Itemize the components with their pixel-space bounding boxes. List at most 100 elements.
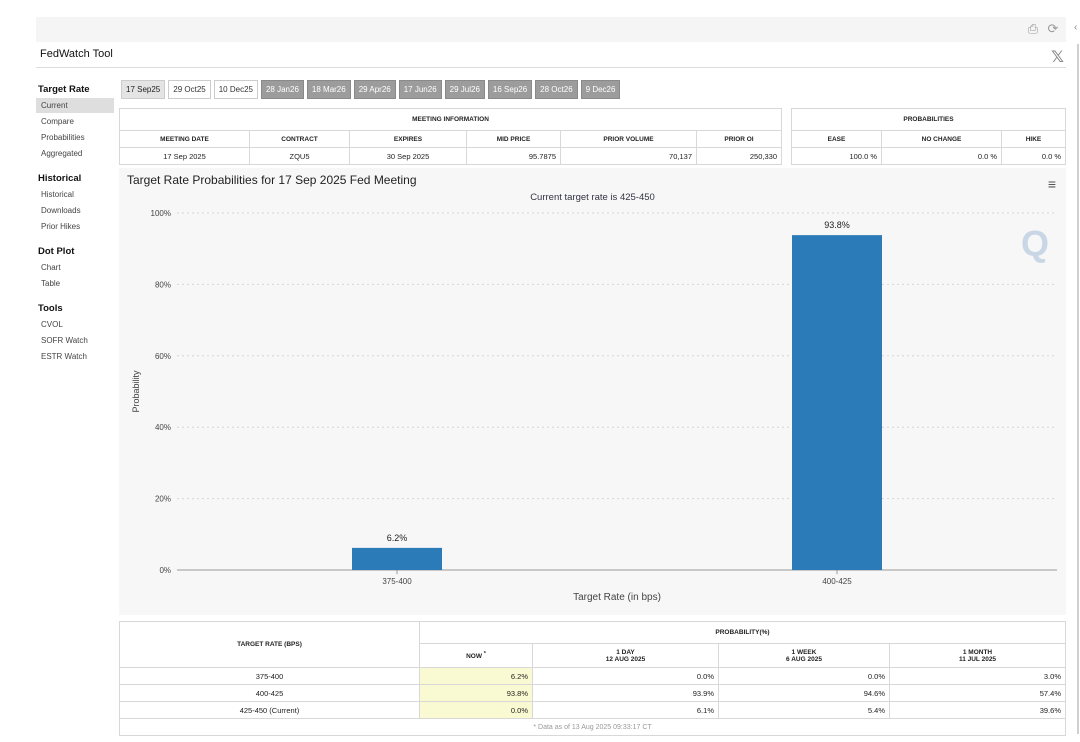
col-expires: EXPIRES	[349, 130, 467, 148]
probability-header: PROBABILITY(%)	[419, 621, 1066, 644]
col-ease: EASE	[791, 130, 882, 148]
y-tick-label: 20%	[155, 495, 171, 504]
sidebar-item-compare[interactable]: Compare	[41, 117, 74, 126]
no-change-value: 0.0 %	[881, 147, 1002, 165]
target-rate-cell: 425-450 (Current)	[119, 701, 420, 719]
pdf-icon[interactable]: ⎙	[1027, 21, 1039, 36]
tab-17-jun26[interactable]: 17 Jun26	[398, 80, 442, 99]
y-tick-label: 100%	[151, 209, 171, 218]
sidebar-item-chart[interactable]: Chart	[41, 263, 61, 272]
probability-cell: 0.0%	[718, 667, 890, 685]
sidebar-section-target-rate: Target Rate	[38, 84, 90, 95]
tab-9-dec26[interactable]: 9 Dec26	[580, 80, 621, 99]
bar-375-400	[352, 547, 442, 570]
table-row: 17 Sep 2025 ZQU5 30 Sep 2025 95.7875 70,…	[119, 147, 782, 165]
table-row: 425-450 (Current) 0.0% 6.1% 5.4% 39.6%	[119, 701, 1066, 719]
sidebar-item-table[interactable]: Table	[41, 279, 61, 288]
tab-17-sep25[interactable]: 17 Sep25	[121, 80, 166, 99]
col-no-change: NO CHANGE	[881, 130, 1002, 148]
sidebar-item-cvol[interactable]: CVOL	[41, 320, 63, 329]
probability-cell: 93.8%	[419, 684, 533, 702]
probability-cell: 0.0%	[532, 667, 719, 685]
col-hike: HIKE	[1001, 130, 1066, 148]
quikstrike-logo-icon: Q	[1021, 223, 1050, 264]
table-row: 100.0 % 0.0 % 0.0 %	[791, 147, 1066, 165]
col-now: NOW *	[419, 643, 533, 668]
tab-29-apr26[interactable]: 29 Apr26	[353, 80, 396, 99]
prior-oi-value: 250,330	[696, 147, 782, 165]
bar-400-425	[792, 235, 882, 570]
sidebar-item-sofr-watch[interactable]: SOFR Watch	[41, 336, 88, 345]
col-1-month: 1 MONTH 11 JUL 2025	[889, 643, 1066, 668]
col-prior-oi: PRIOR OI	[696, 130, 782, 148]
sidebar: Target Rate Current Compare Probabilities Ag…	[36, 82, 114, 364]
sidebar-item-prior-hikes[interactable]: Prior Hikes	[41, 222, 81, 231]
probability-cell: 3.0%	[889, 667, 1066, 685]
y-tick-label: 80%	[155, 280, 171, 289]
sidebar-item-current[interactable]: Current	[36, 98, 114, 113]
probabilities-header: PROBABILITIES	[791, 108, 1066, 131]
data-label: 6.2%	[387, 533, 408, 543]
hike-value: 0.0 %	[1001, 147, 1066, 165]
col-1-week: 1 WEEK 6 AUG 2025	[718, 643, 890, 668]
probability-cell: 93.9%	[532, 684, 719, 702]
chart-panel: Target Rate Probabilities for 17 Sep 202…	[119, 168, 1066, 615]
tab-16-sep26[interactable]: 16 Sep26	[487, 80, 533, 99]
sidebar-section-tools: Tools	[38, 303, 63, 314]
prior-volume-value: 70,137	[560, 147, 697, 165]
sidebar-item-downloads[interactable]: Downloads	[41, 206, 81, 215]
sidebar-item-probabilities[interactable]: Probabilities	[41, 133, 85, 142]
top-icons: ⎙ ⟳	[1026, 22, 1060, 36]
probability-cell: 39.6%	[889, 701, 1066, 719]
probability-history-table: TARGET RATE (BPS) PROBABILITY(%) NOW * 1…	[119, 621, 1066, 736]
refresh-icon[interactable]: ⟳	[1047, 21, 1059, 36]
ease-value: 100.0 %	[791, 147, 882, 165]
contract-value: ZQU5	[249, 147, 350, 165]
table-row: 400-425 93.8% 93.9% 94.6% 57.4%	[119, 684, 1066, 702]
collapse-arrow-icon[interactable]: ‹	[1074, 22, 1078, 33]
probability-cell: 94.6%	[718, 684, 890, 702]
y-tick-label: 60%	[155, 352, 171, 361]
tab-28-oct26[interactable]: 28 Oct26	[535, 80, 578, 99]
chart-menu-icon[interactable]: ≡	[1047, 176, 1056, 192]
y-tick-label: 40%	[155, 423, 171, 432]
tab-10-dec25[interactable]: 10 Dec25	[213, 80, 258, 99]
col-prior-volume: PRIOR VOLUME	[560, 130, 697, 148]
probabilities-table: PROBABILITIES EASE NO CHANGE HIKE 100.0 …	[791, 108, 1066, 165]
x-tick-label: 400-425	[822, 577, 852, 586]
x-tick-label: 375-400	[382, 577, 412, 586]
chart-title: Target Rate Probabilities for 17 Sep 202…	[127, 173, 417, 187]
col-mid-price: MID PRICE	[466, 130, 561, 148]
col-contract: CONTRACT	[249, 130, 350, 148]
probability-cell: 6.1%	[532, 701, 719, 719]
title-row: FedWatch Tool 𝕏	[36, 44, 1066, 68]
y-axis-label: Probability	[131, 370, 141, 413]
target-rate-cell: 400-425	[119, 684, 420, 702]
sidebar-section-historical: Historical	[38, 173, 82, 184]
top-bar: ⎙ ⟳	[36, 17, 1066, 42]
tab-29-jul26[interactable]: 29 Jul26	[444, 80, 485, 99]
y-tick-label: 0%	[159, 566, 171, 575]
x-axis-label: Target Rate (in bps)	[573, 592, 661, 603]
meeting-info-header: MEETING INFORMATION	[119, 108, 782, 131]
sidebar-item-aggregated[interactable]: Aggregated	[41, 149, 83, 158]
page-title: FedWatch Tool	[40, 48, 113, 60]
tab-28-jan26[interactable]: 28 Jan26	[260, 80, 304, 99]
col-meeting-date: MEETING DATE	[119, 130, 250, 148]
x-share-icon[interactable]: 𝕏	[1051, 49, 1064, 66]
probability-cell: 57.4%	[889, 684, 1066, 702]
bar-chart: 0% 20% 40% 60% 80% 100% 6.2% 375-400 93.8% 400-42…	[131, 209, 1057, 603]
tab-29-oct25[interactable]: 29 Oct25	[168, 80, 211, 99]
sidebar-item-estr-watch[interactable]: ESTR Watch	[41, 352, 87, 361]
data-label: 93.8%	[824, 220, 850, 230]
scrollbar[interactable]	[1077, 44, 1079, 734]
target-rate-cell: 375-400	[119, 667, 420, 685]
sidebar-section-dot-plot: Dot Plot	[38, 246, 75, 257]
meeting-tabs: 17 Sep25 29 Oct25 10 Dec25 28 Jan26 18 Mar26…	[121, 80, 621, 99]
sidebar-item-historical[interactable]: Historical	[41, 190, 74, 199]
probability-cell: 5.4%	[718, 701, 890, 719]
meeting-date-value: 17 Sep 2025	[119, 147, 250, 165]
expires-value: 30 Sep 2025	[349, 147, 467, 165]
meeting-info-table: MEETING INFORMATION MEETING DATE CONTRAC…	[119, 108, 782, 165]
tab-18-mar26[interactable]: 18 Mar26	[306, 80, 351, 99]
